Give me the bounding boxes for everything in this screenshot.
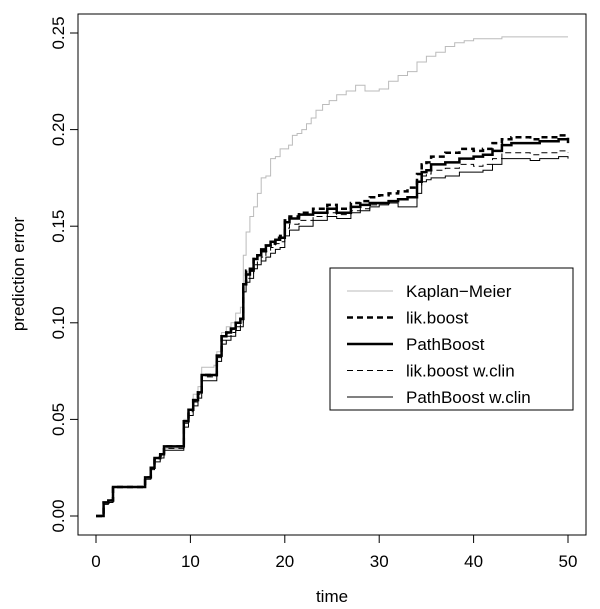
x-tick-label: 50: [559, 552, 578, 571]
legend-entry: PathBoost: [406, 335, 485, 354]
series-line: [96, 36, 568, 517]
x-tick-label: 40: [464, 552, 483, 571]
legend-entry: Kaplan−Meier: [406, 282, 512, 301]
legend-entry: PathBoost w.clin: [406, 388, 531, 407]
y-axis: 0.00 0.05 0.10 0.15 0.20 0.25: [49, 16, 79, 533]
series-line: [96, 138, 570, 518]
x-tick-label: 0: [91, 552, 100, 571]
legend-entry: lik.boost: [406, 309, 469, 328]
x-tick-label: 10: [181, 552, 200, 571]
x-tick-label: 30: [370, 552, 389, 571]
x-axis: 0 10 20 30 40 50: [91, 534, 578, 571]
series-layer: [96, 36, 570, 518]
series-line: [96, 156, 569, 517]
series-line: [96, 150, 569, 517]
legend-box: [329, 267, 574, 411]
legend-entry: lik.boost w.clin: [406, 362, 515, 381]
x-axis-label: time: [316, 587, 348, 606]
y-tick-label: 0.15: [49, 210, 68, 243]
y-axis-label: prediction error: [9, 216, 28, 331]
legend: Kaplan−Meier lik.boost PathBoost lik.boost …: [329, 267, 574, 411]
y-tick-label: 0.25: [49, 16, 68, 49]
y-tick-label: 0.00: [49, 499, 68, 532]
y-tick-label: 0.20: [49, 113, 68, 146]
x-tick-label: 20: [275, 552, 294, 571]
y-tick-label: 0.10: [49, 306, 68, 339]
y-tick-label: 0.05: [49, 403, 68, 436]
